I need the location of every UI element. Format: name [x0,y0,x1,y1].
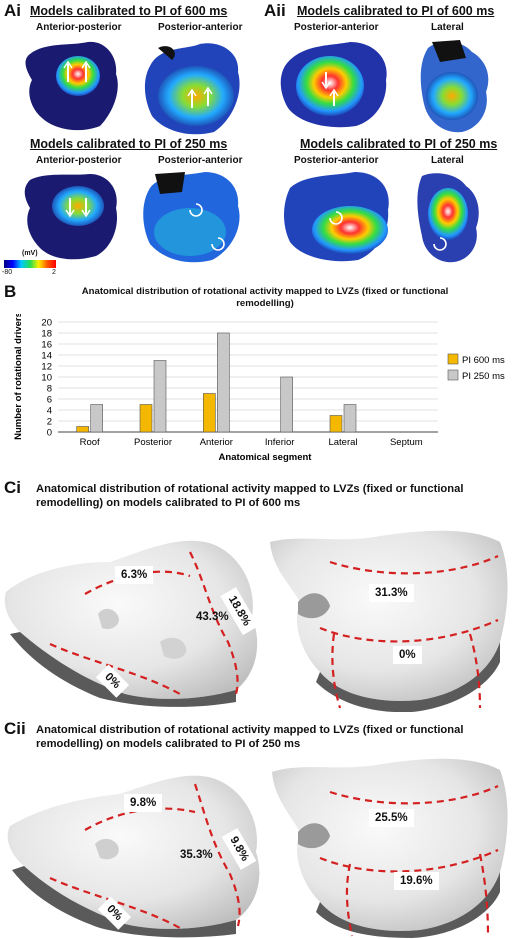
y-tick-label: 12 [41,362,52,373]
bar-chart: Roof Posterior Anterior Inferior Lateral Sept… [13,314,505,463]
segment-label-roof: 9.8% [124,794,163,812]
colorbar [4,260,56,268]
x-tick-label: Septum [390,437,423,448]
aii-bottom-heading: Models calibrated to PI of 250 ms [300,137,498,151]
legend-swatch [447,369,459,381]
legend-label: PI 250 ms [462,371,505,382]
y-tick-label: 6 [47,395,52,406]
legend-swatch [447,353,459,365]
chart-y-axis-label: Number of rotational drivers [13,314,24,440]
segment-label-roof: 6.3% [115,566,154,584]
segment-label-anterior: 25.5% [369,809,414,827]
panel-label-cii: Cii [4,719,26,738]
y-tick-label: 20 [41,318,52,329]
panel-label-b: B [4,282,17,301]
chart-x-axis-label: Anatomical segment [219,452,313,463]
segment-label-posterior: 35.3% [180,849,213,861]
x-tick-label: Roof [80,437,100,448]
y-tick-label: 18 [41,329,52,340]
ci-title: Anatomical distribution of rotational ac… [36,483,464,509]
view-label: Anterior-posterior [36,155,122,166]
view-label: Lateral [431,155,464,166]
y-tick-label: 10 [41,373,52,384]
atrium-map-aii-posterior-anterior [280,42,387,128]
y-tick-label: 0 [47,428,52,439]
bar-pi-250-ms-roof [90,404,103,433]
bar-pi-600-ms-roof [76,426,89,433]
x-tick-label: Anterior [200,437,233,448]
y-tick-label: 2 [47,417,52,428]
atrium-map-aii-lateral [417,173,479,263]
view-label: Posterior-anterior [158,22,243,33]
atrium-map-aii-lateral [420,40,489,133]
view-label: Lateral [431,22,464,33]
x-tick-label: Inferior [265,437,295,448]
view-label: Posterior-anterior [294,22,379,33]
y-tick-label: 8 [47,384,52,395]
bar-pi-250-ms-anterior [217,332,230,433]
y-tick-label: 14 [41,351,52,362]
panel-label-aii: Aii [264,1,286,20]
atrium-left-view [4,540,258,707]
x-tick-label: Posterior [134,437,172,448]
atrium-map-ai-posterior-anterior [144,43,240,135]
segment-label-septum: 0% [393,646,422,664]
segment-label-anterior: 31.3% [369,584,414,602]
activation-maps-250 [24,172,479,263]
colorbar-unit: (mV) [22,250,38,257]
atrium-map-ai-anterior-posterior [25,41,118,131]
bar-pi-250-ms-inferior [280,376,293,433]
activation-maps-600 [25,40,489,135]
atrium-left-view [7,775,260,938]
atrium-segments-600 [4,530,508,712]
colorbar-min: -80 [2,269,13,276]
cii-title: Anatomical distribution of rotational ac… [36,724,464,750]
view-label: Posterior-anterior [158,155,243,166]
bar-pi-600-ms-lateral [329,415,343,433]
view-label: Posterior-anterior [294,155,379,166]
atrium-right-view [270,530,508,712]
bar-pi-600-ms-posterior [139,404,153,433]
segment-label-posterior: 43.3% [196,611,229,623]
atrium-map-aii-posterior-anterior [284,172,389,262]
aii-top-heading: Models calibrated to PI of 600 ms [297,4,495,18]
bar-pi-250-ms-posterior [153,360,167,433]
legend-label: PI 600 ms [462,355,505,366]
x-tick-label: Lateral [328,437,357,448]
panel-label-ai: Ai [4,1,21,20]
ai-top-heading: Models calibrated to PI of 600 ms [30,4,228,18]
view-label: Anterior-posterior [36,22,122,33]
ai-bottom-heading: Models calibrated to PI of 250 ms [30,137,228,151]
bar-pi-250-ms-lateral [343,404,357,433]
atrium-map-ai-posterior-anterior [143,172,240,263]
colorbar-max: 2 [52,269,56,276]
atrium-segments-250 [7,758,508,938]
y-tick-label: 4 [47,406,52,417]
chart-title: Anatomical distribution of rotational ac… [81,286,449,309]
atrium-right-view [272,758,508,938]
bar-pi-600-ms-anterior [203,393,216,433]
y-tick-label: 16 [41,340,52,351]
atrium-map-ai-anterior-posterior [24,174,118,260]
panel-label-ci: Ci [4,478,21,497]
segment-label-septum: 19.6% [394,872,439,890]
